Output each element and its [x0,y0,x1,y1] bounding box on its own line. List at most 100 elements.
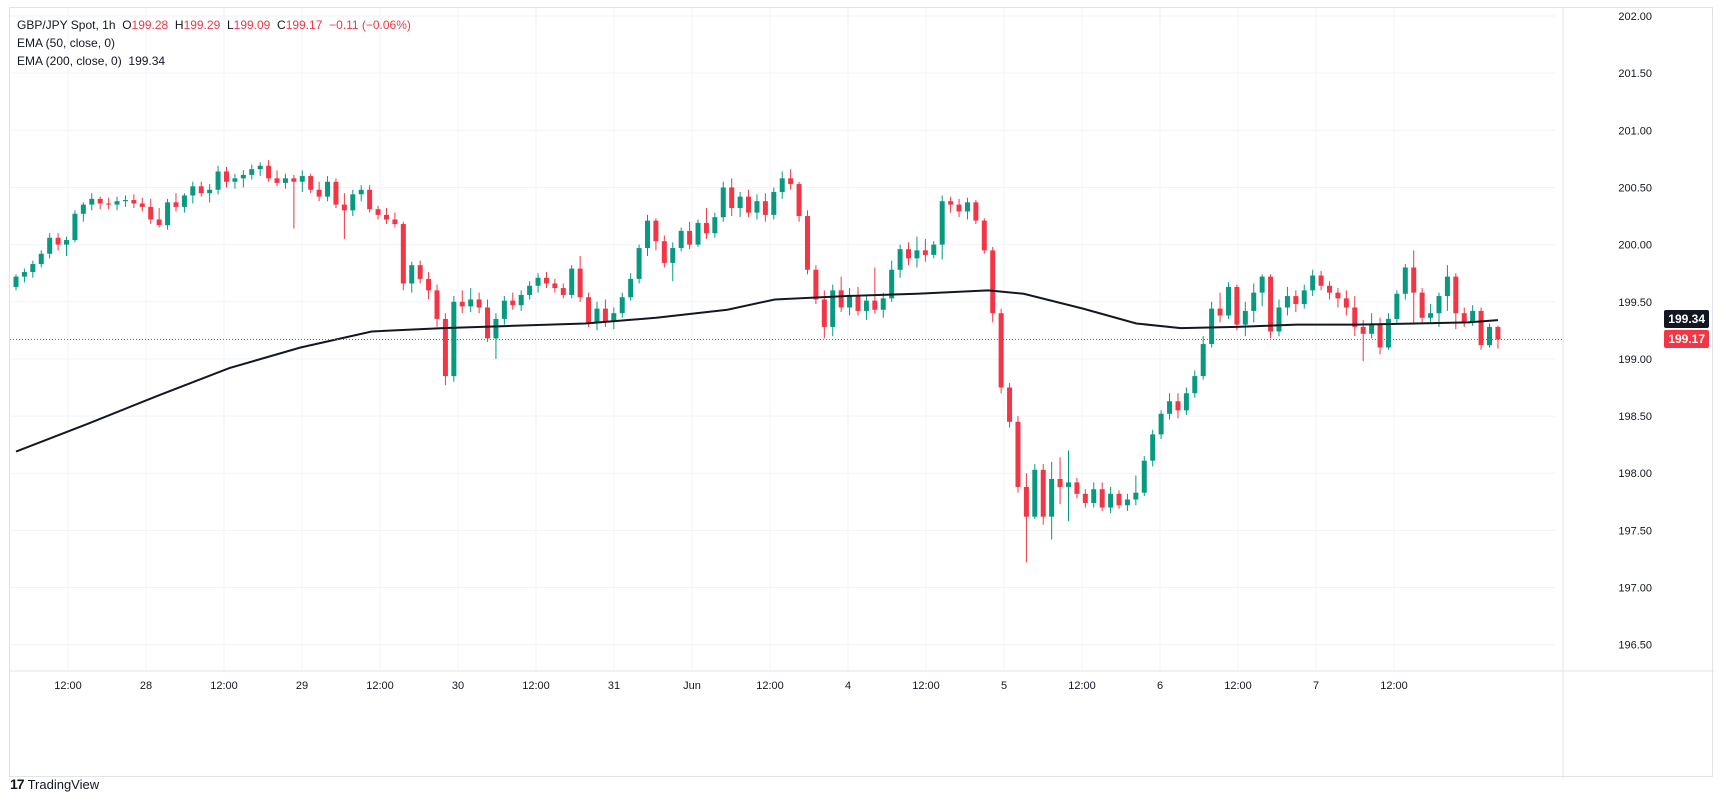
legend-ema50-label: EMA (50, close, 0) [17,36,116,50]
candle-body [1310,275,1316,291]
chart-panel[interactable]: 202.00 201.50 201.00 200.50 200.00 199.50 199.… [9,7,1714,778]
candle-body [1327,285,1333,293]
legend-ema50-row[interactable]: EMA (50, close, 0) [17,34,411,52]
candle-body [181,195,187,207]
candle-body [1150,434,1156,461]
candle-body [922,250,928,255]
candle-body [1183,393,1189,411]
candle-body [350,194,356,211]
candle-body [695,222,701,245]
candle-body [375,209,381,215]
tradingview-logo[interactable]: 17 TradingView [10,776,99,792]
candle-body [1251,292,1257,311]
candle-body [645,220,650,249]
legend-ema200-value: 199.34 [128,54,166,68]
x-tick-label: 6 [1157,680,1163,692]
candle-body [13,276,19,287]
candle-body [139,203,145,207]
x-tick-label: 12:00 [1068,680,1096,692]
x-tick-label: 5 [1001,680,1007,692]
candle-body [1099,489,1105,508]
ema-200-line [15,289,1498,453]
candle-body [72,213,78,241]
x-tick-label: 31 [608,680,620,692]
candle-body [560,288,566,295]
x-tick-label: 4 [845,680,851,692]
candle-body [114,201,120,205]
legend-close-value: 199.17 [285,18,323,32]
candle-body [771,192,777,215]
candle-body [1402,267,1408,294]
candle-body [1175,401,1181,411]
candle-body [493,318,499,339]
candle-body [1411,267,1417,293]
candle-body [1487,326,1492,346]
candle-body [1032,469,1038,517]
candle-body [190,186,196,196]
candle-body [274,178,280,183]
candle-body [788,178,794,185]
candle-body [308,176,314,190]
candle-body [1436,296,1442,314]
x-tick-label: Jun [683,680,701,692]
x-tick-label: 30 [452,680,464,692]
y-tick-label: 201.50 [1618,68,1652,80]
candle-body [964,202,970,212]
candle-body [847,294,853,308]
y-tick-label: 197.50 [1618,525,1652,537]
candle-body [165,202,171,226]
candle-body [1470,310,1476,323]
candle-body [131,200,137,204]
x-tick-label: 12:00 [912,680,940,692]
candle-body [1242,310,1248,325]
candle-body [703,222,709,234]
candle-body [746,196,752,213]
price-chart[interactable]: 202.00 201.50 201.00 200.50 200.00 199.50 199.… [10,8,1714,778]
candle-body [468,299,474,307]
candle-body [897,249,903,270]
candle-body [417,265,423,279]
candle-body [459,301,465,307]
candle-body [1116,493,1122,506]
candle-body [198,186,204,194]
candle-body [316,189,322,197]
candle-body [1167,401,1173,414]
candle-body [863,300,869,311]
y-tick-label: 200.50 [1618,182,1652,194]
candle-body [122,200,128,202]
candle-body [1301,290,1307,305]
legend-ema200-row[interactable]: EMA (200, close, 0) 199.34 [17,52,411,70]
candle-body [1209,308,1215,345]
candle-body [173,202,179,207]
candle-body [931,244,937,255]
candle-body [872,300,878,310]
candle-body [1015,421,1021,487]
candle-body [1495,326,1501,340]
candle-body [89,198,95,205]
legend-symbol[interactable]: GBP/JPY Spot, 1h [17,18,116,32]
candle-body [889,269,895,299]
chart-legend: GBP/JPY Spot, 1h O199.28 H199.29 L199.09… [17,16,411,70]
x-tick-label: 12:00 [1380,680,1408,692]
candle-body [1057,478,1063,487]
x-tick-label: 29 [296,680,308,692]
candle-body [434,290,440,319]
y-tick-label: 199.50 [1618,297,1652,309]
candle-body [400,224,406,284]
candle-body [754,201,760,213]
candle-body [1377,323,1383,348]
candle-body [661,241,667,263]
candle-body [409,265,415,284]
candle-body [1318,275,1324,286]
candle-body [518,294,524,306]
legend-ohlc-row: GBP/JPY Spot, 1h O199.28 H199.29 L199.09… [17,16,411,34]
candle-body [1293,296,1299,305]
x-tick-label: 12:00 [756,680,784,692]
candle-body [266,165,272,179]
x-tick-label: 12:00 [522,680,550,692]
candle-body [1394,293,1400,319]
candle-body [106,203,112,205]
candle-body [678,230,684,249]
y-tick-label: 199.00 [1618,354,1652,366]
candle-body [476,299,482,308]
